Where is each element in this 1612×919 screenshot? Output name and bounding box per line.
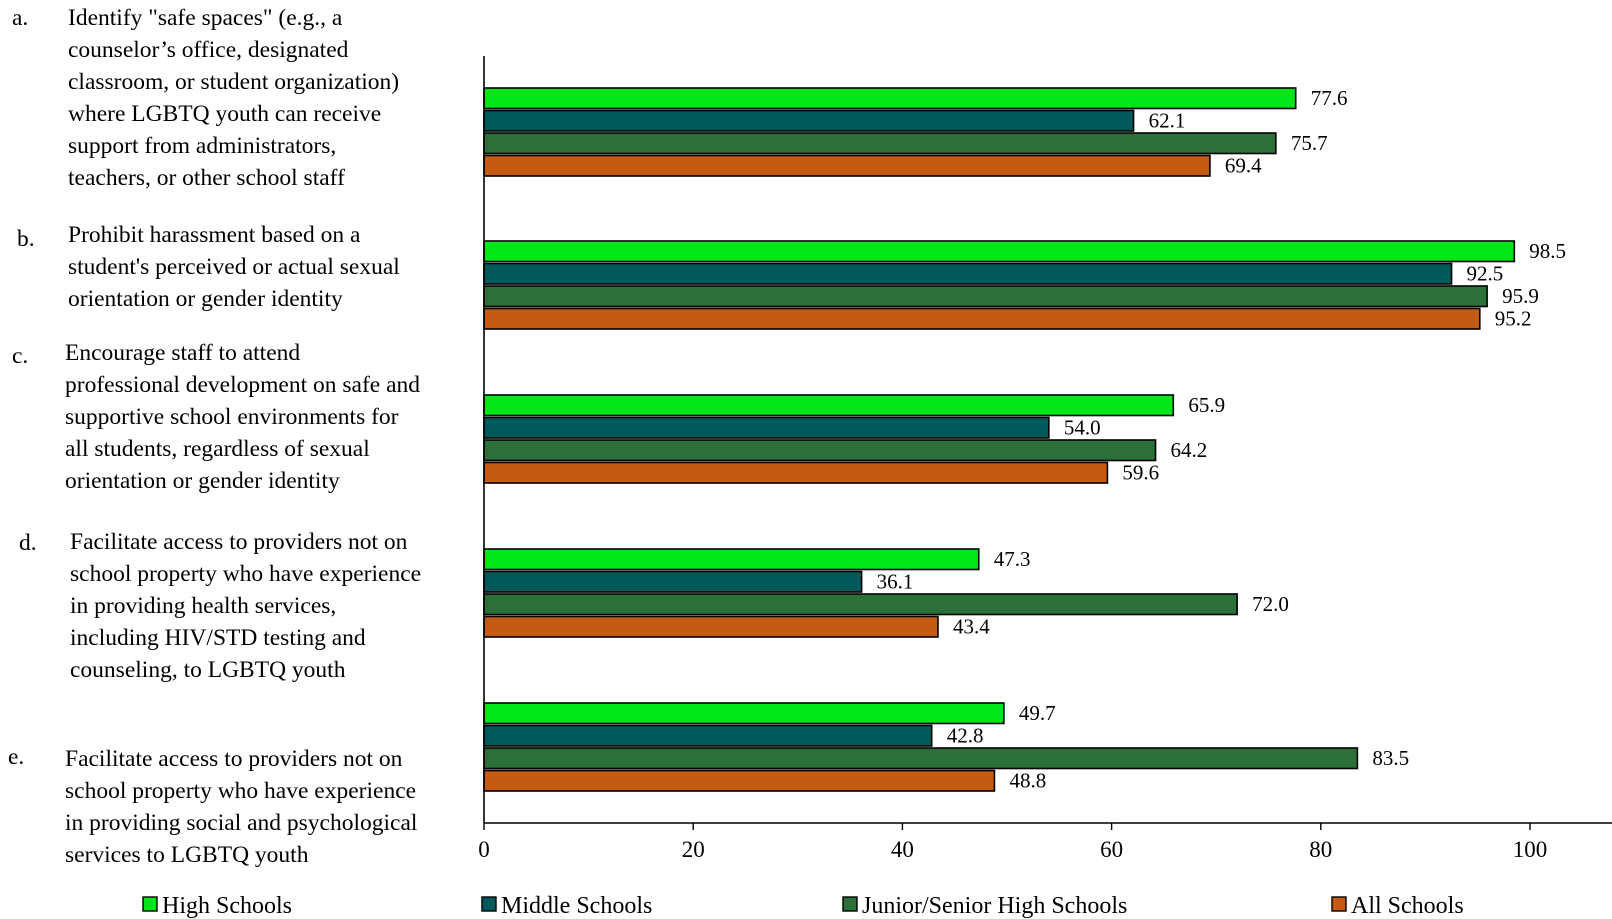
data-label: 95.2 xyxy=(1495,307,1532,331)
category-text-line: counseling, to LGBTQ youth xyxy=(70,657,346,683)
category-text-line: where LGBTQ youth can receive xyxy=(68,101,381,127)
category-labels: a. Identify "safe spaces" (e.g., a counsel… xyxy=(8,5,421,868)
category-label-1: a. Identify "safe spaces" (e.g., a counsel… xyxy=(12,5,399,191)
bar-junior-senior-high-schools-1 xyxy=(483,132,1277,155)
category-text-line: teachers, or other school staff xyxy=(68,165,345,191)
legend-swatch xyxy=(481,896,497,912)
x-tick-label: 20 xyxy=(682,837,705,862)
x-axis: 0 20 40 60 80 100 xyxy=(478,56,1612,862)
bar-high-schools-4 xyxy=(483,548,980,571)
legend-item-3: Junior/Senior High Schools xyxy=(842,893,1127,919)
category-text-line: school property who have experience xyxy=(65,778,416,804)
bars: 77.6 62.1 75.7 69.4 98.5 92.595.995.2 65.9 54.0… xyxy=(483,86,1566,793)
legend-label: Junior/Senior High Schools xyxy=(862,893,1127,919)
data-label: 77.6 xyxy=(1311,86,1348,110)
data-label: 72.0 xyxy=(1252,592,1289,616)
data-label: 48.8 xyxy=(1009,769,1046,793)
legend-item-2: Middle Schools xyxy=(481,893,652,919)
bar-junior-senior-high-schools-3 xyxy=(483,439,1157,462)
category-text-line: Encourage staff to attend xyxy=(65,340,300,366)
data-label: 47.3 xyxy=(994,547,1031,571)
bar-junior-senior-high-schools-4 xyxy=(483,593,1238,616)
category-text-line: including HIV/STD testing and xyxy=(70,625,366,651)
bar-all-schools-1 xyxy=(483,154,1211,177)
bar-high-schools-5 xyxy=(483,702,1005,725)
category-letter: a. xyxy=(12,5,28,31)
data-label: 98.5 xyxy=(1529,239,1566,263)
data-label: 49.7 xyxy=(1019,701,1056,725)
category-text-line: services to LGBTQ youth xyxy=(65,842,309,868)
category-letter: e. xyxy=(8,744,24,770)
category-letter: d. xyxy=(19,530,37,556)
data-label: 43.4 xyxy=(953,615,990,639)
category-text-line: Facilitate access to providers not on xyxy=(65,746,403,772)
data-label: 42.8 xyxy=(947,724,984,748)
category-text-line: in providing health services, xyxy=(70,593,336,619)
bar-middle-schools-2 xyxy=(483,262,1453,285)
data-label: 54.0 xyxy=(1064,416,1101,440)
x-tick-label: 80 xyxy=(1309,837,1332,862)
category-text-line: counselor’s office, designated xyxy=(68,37,349,63)
data-label: 64.2 xyxy=(1171,438,1208,462)
x-tick-label: 60 xyxy=(1100,837,1123,862)
legend-label: Middle Schools xyxy=(501,893,652,919)
legend-swatch xyxy=(842,896,858,912)
data-label: 92.5 xyxy=(1467,262,1504,286)
category-label-3: c. Encourage staff to attend professional … xyxy=(12,340,420,494)
category-text-line: Identify "safe spaces" (e.g., a xyxy=(68,5,343,31)
data-label: 83.5 xyxy=(1372,746,1409,770)
bar-all-schools-2 xyxy=(483,307,1481,330)
category-text-line: classroom, or student organization) xyxy=(68,69,399,95)
bar-all-schools-4 xyxy=(483,615,939,638)
category-letter: c. xyxy=(12,343,28,369)
category-text-line: orientation or gender identity xyxy=(68,286,343,312)
data-label: 69.4 xyxy=(1225,154,1262,178)
bar-all-schools-3 xyxy=(483,461,1109,484)
legend-item-4: All Schools xyxy=(1331,893,1464,919)
data-label: 59.6 xyxy=(1122,461,1159,485)
bar-junior-senior-high-schools-5 xyxy=(483,747,1359,770)
bar-middle-schools-3 xyxy=(483,416,1050,439)
bar-high-schools-3 xyxy=(483,394,1175,417)
data-label: 75.7 xyxy=(1291,131,1328,155)
category-label-4: d. Facilitate access to providers not on s… xyxy=(19,529,421,683)
category-text-line: student's perceived or actual sexual xyxy=(68,254,400,280)
bar-high-schools-2 xyxy=(483,240,1516,263)
category-letter: b. xyxy=(17,226,35,252)
category-label-5: e. Facilitate access to providers not on s… xyxy=(8,744,418,868)
category-label-2: b. Prohibit harassment based on a student'… xyxy=(17,222,400,312)
legend-swatch xyxy=(1331,896,1347,912)
category-text-line: orientation or gender identity xyxy=(65,468,340,494)
data-label: 62.1 xyxy=(1149,109,1186,133)
legend: High Schools Middle Schools Junior/Senior … xyxy=(142,893,1464,919)
bar-middle-schools-4 xyxy=(483,570,863,593)
category-text-line: Facilitate access to providers not on xyxy=(70,529,408,555)
legend-swatch xyxy=(142,896,158,912)
bar-middle-schools-5 xyxy=(483,724,933,747)
data-label: 36.1 xyxy=(877,570,914,594)
category-text-line: all students, regardless of sexual xyxy=(65,436,370,462)
bar-junior-senior-high-schools-2 xyxy=(483,285,1488,308)
category-text-line: professional development on safe and xyxy=(65,372,420,398)
bar-high-schools-1 xyxy=(483,87,1297,110)
category-text-line: in providing social and psychological xyxy=(65,810,418,836)
legend-label: All Schools xyxy=(1351,893,1464,919)
category-text-line: supportive school environments for xyxy=(65,404,399,430)
x-tick-label: 40 xyxy=(891,837,914,862)
legend-label: High Schools xyxy=(162,893,292,919)
legend-item-1: High Schools xyxy=(142,893,292,919)
category-text-line: support from administrators, xyxy=(68,133,336,159)
category-text-line: school property who have experience xyxy=(70,561,421,587)
data-label: 95.9 xyxy=(1502,284,1539,308)
x-tick-label: 0 xyxy=(478,837,490,862)
x-tick-label: 100 xyxy=(1513,837,1548,862)
bar-all-schools-5 xyxy=(483,769,996,792)
category-text-line: Prohibit harassment based on a xyxy=(68,222,361,248)
data-label: 65.9 xyxy=(1188,393,1225,417)
bar-middle-schools-1 xyxy=(483,109,1135,132)
